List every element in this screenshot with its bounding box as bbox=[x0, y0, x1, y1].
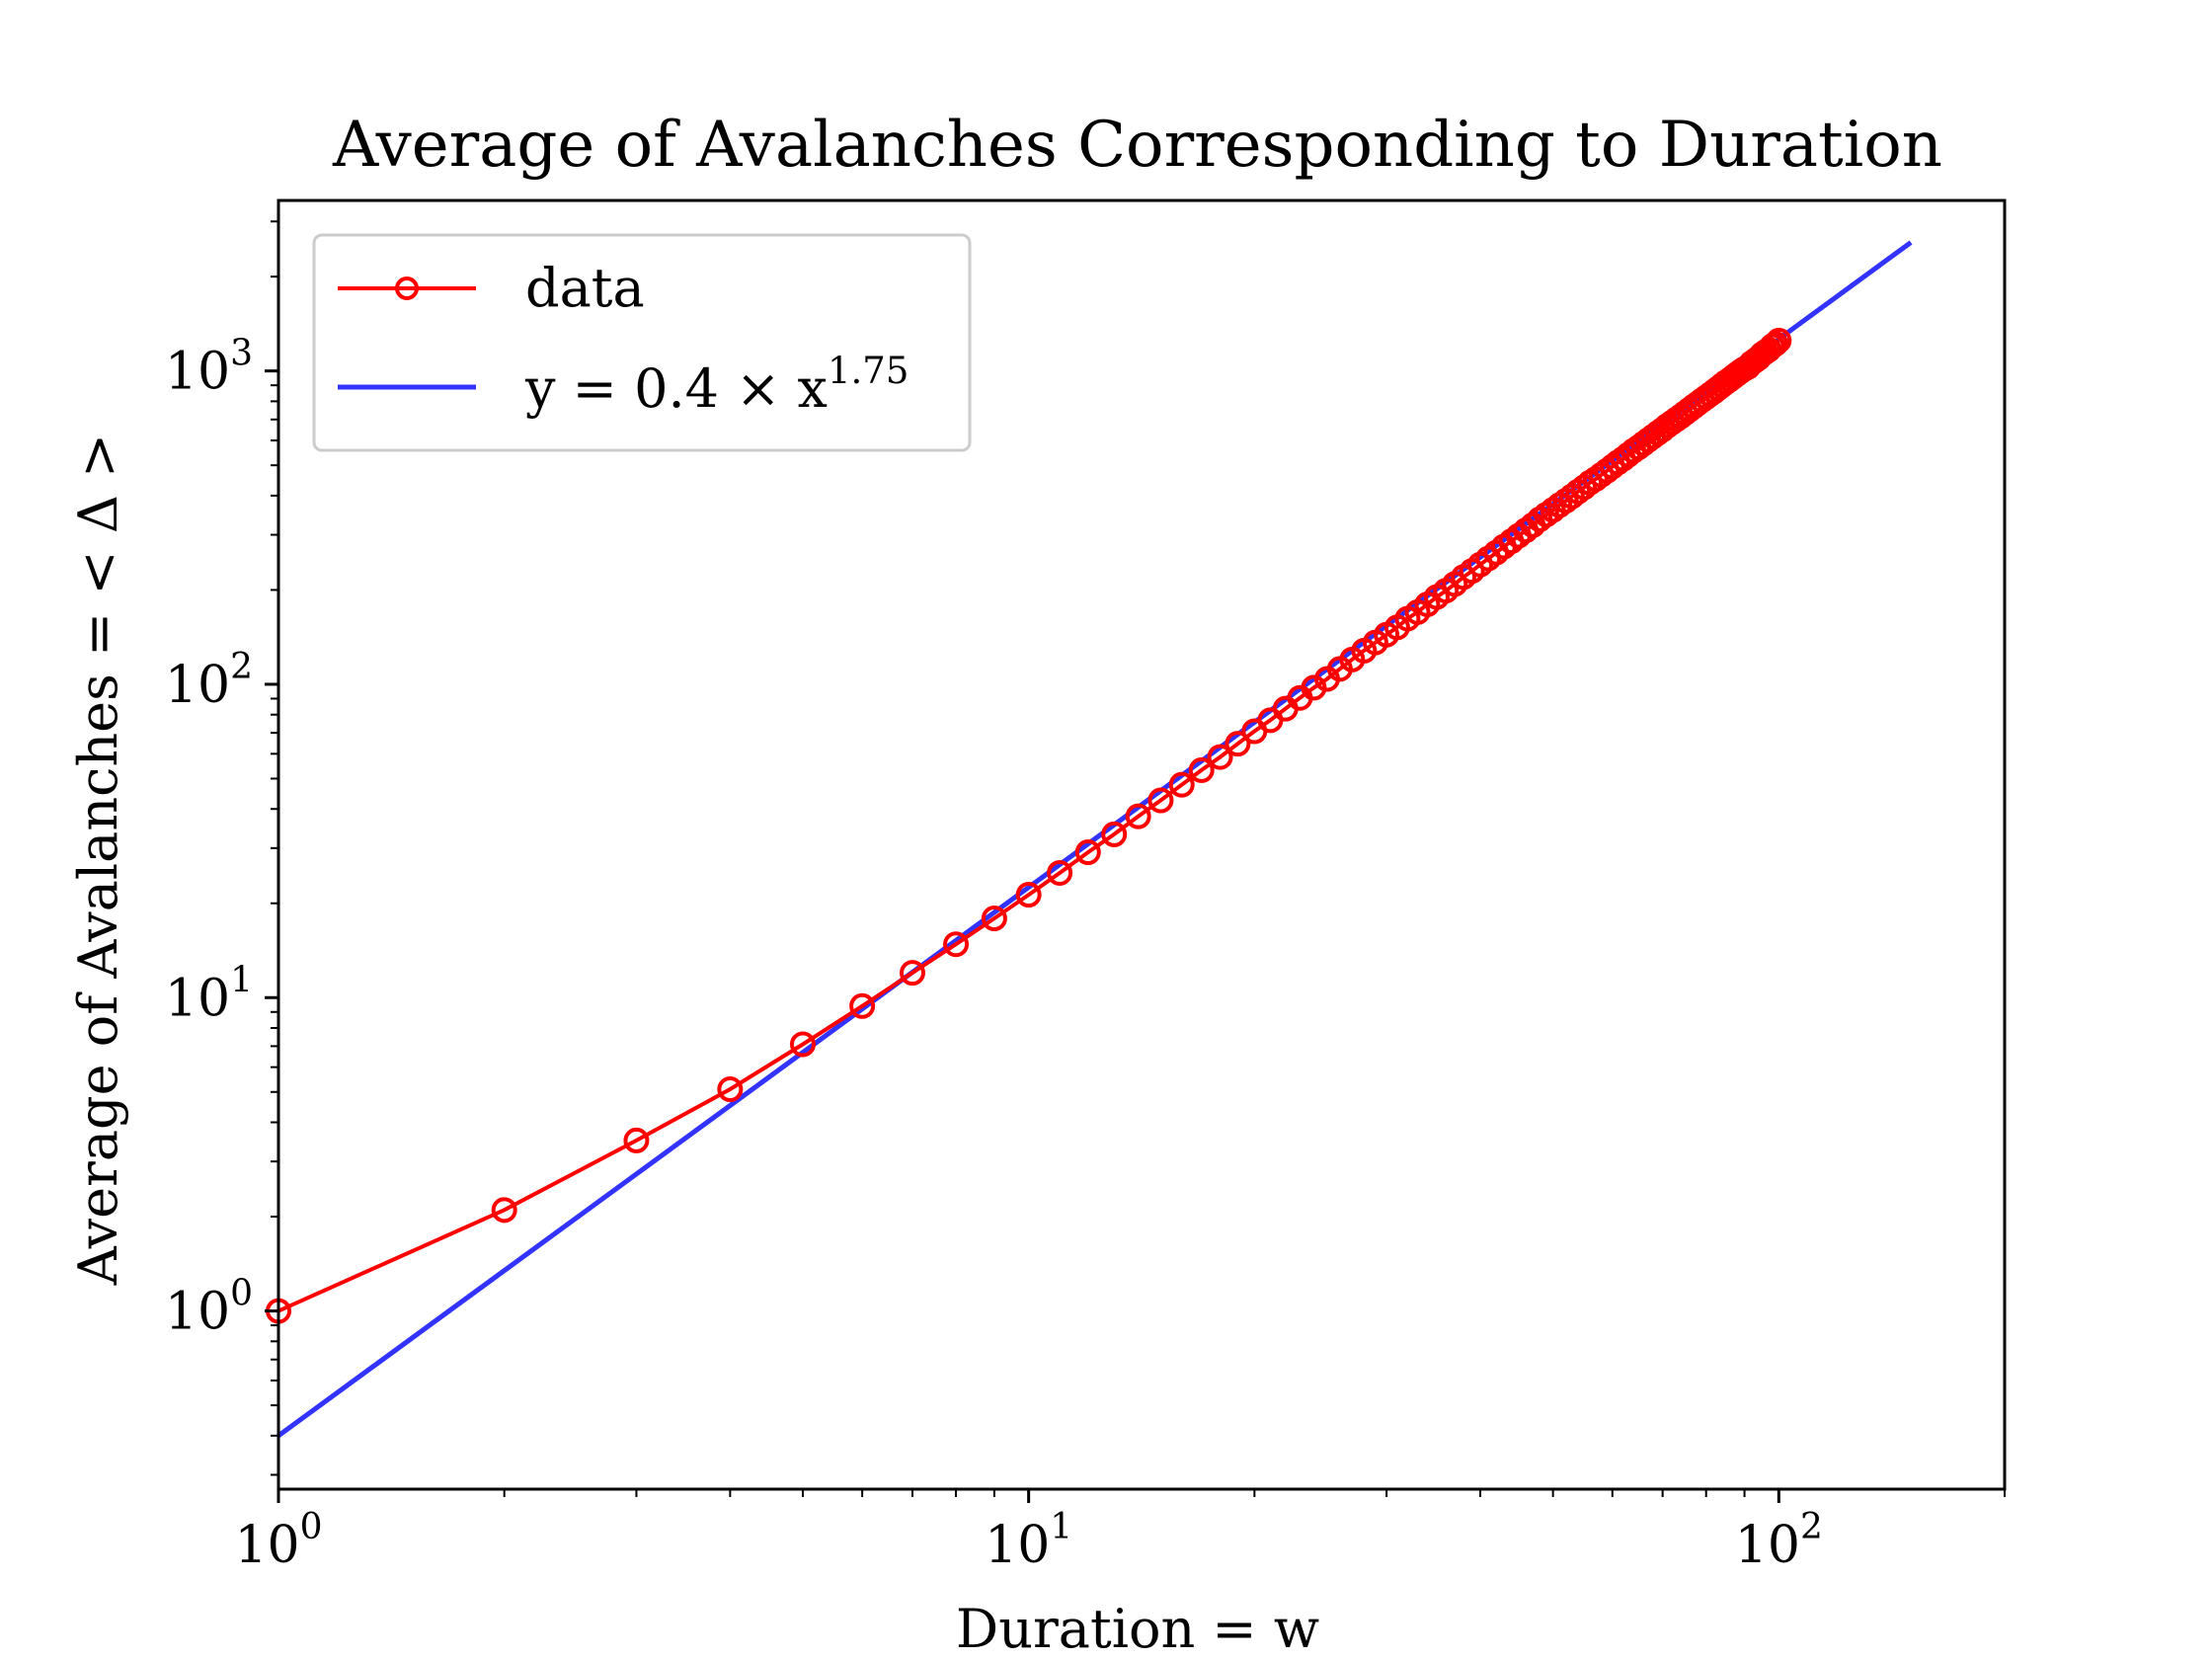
data-point bbox=[1101, 821, 1128, 847]
plot-area bbox=[266, 240, 1913, 1438]
data-point bbox=[1015, 882, 1042, 908]
y-tick-label: 102 bbox=[165, 647, 253, 715]
data-point bbox=[789, 1031, 816, 1058]
data-point bbox=[1147, 787, 1174, 814]
y-tick-exp: 2 bbox=[230, 647, 253, 687]
y-tick-exp: 3 bbox=[230, 334, 253, 374]
x-tick-label: 102 bbox=[1735, 1507, 1823, 1575]
data-point bbox=[1188, 756, 1215, 783]
y-axis-label: Average of Avalanches = < Δ > bbox=[67, 434, 129, 1286]
x-axis-ticks: 100 101 102 bbox=[234, 1489, 2006, 1575]
data-point bbox=[491, 1197, 517, 1224]
y-tick-label: 101 bbox=[165, 960, 253, 1028]
x-tick-base: 10 bbox=[985, 1516, 1050, 1575]
x-tick-exp: 1 bbox=[1050, 1507, 1072, 1547]
data-point bbox=[1074, 839, 1101, 866]
y-tick-label: 100 bbox=[165, 1274, 253, 1342]
data-point bbox=[849, 992, 876, 1019]
data-point bbox=[1766, 327, 1792, 354]
legend-data-label: data bbox=[525, 257, 645, 319]
data-point bbox=[1763, 331, 1789, 357]
x-tick-base: 10 bbox=[234, 1516, 299, 1575]
legend: data y = 0.4 × x1.75 bbox=[312, 233, 972, 452]
data-point bbox=[943, 931, 970, 958]
legend-data-marker bbox=[395, 276, 419, 300]
x-axis-label: Duration = w bbox=[956, 1598, 1319, 1659]
x-tick-exp: 0 bbox=[300, 1507, 323, 1547]
data-point bbox=[1224, 731, 1251, 757]
data-point bbox=[1168, 771, 1195, 798]
data-point bbox=[981, 906, 1007, 932]
data-point bbox=[1047, 859, 1073, 886]
y-tick-base: 10 bbox=[165, 343, 230, 402]
axes-frame bbox=[276, 198, 2007, 1491]
data-point bbox=[1207, 744, 1233, 770]
x-tick-label: 100 bbox=[234, 1507, 322, 1575]
y-tick-base: 10 bbox=[165, 1283, 230, 1342]
chart-title: Average of Avalanches Corresponding to D… bbox=[332, 109, 1942, 182]
data-point bbox=[717, 1076, 744, 1103]
data-point bbox=[1125, 803, 1151, 830]
y-tick-exp: 0 bbox=[230, 1274, 253, 1314]
y-tick-base: 10 bbox=[165, 656, 230, 715]
x-tick-exp: 2 bbox=[1800, 1507, 1823, 1547]
legend-fit-label: y = 0.4 × x1.75 bbox=[524, 350, 908, 420]
x-tick-label: 101 bbox=[985, 1507, 1072, 1575]
y-tick-exp: 1 bbox=[230, 960, 253, 1000]
data-point bbox=[623, 1127, 650, 1153]
data-series bbox=[266, 327, 1792, 1324]
y-tick-base: 10 bbox=[165, 969, 230, 1028]
legend-box bbox=[312, 233, 972, 452]
data-point bbox=[899, 960, 925, 987]
x-tick-base: 10 bbox=[1735, 1516, 1800, 1575]
y-tick-label: 103 bbox=[165, 334, 253, 402]
